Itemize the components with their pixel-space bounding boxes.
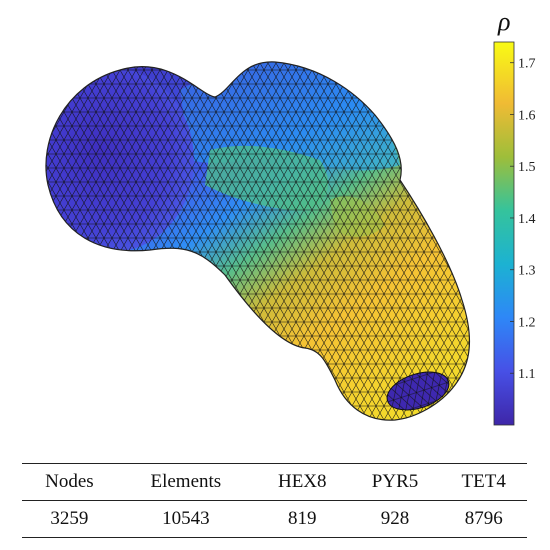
colorbar-tick-label: 1.3 xyxy=(518,264,536,279)
canal-opening-mesh xyxy=(387,372,449,410)
bone-outline xyxy=(45,61,471,421)
colorbar-tick-label: 1.1 xyxy=(518,367,536,382)
colorbar-tick-label: 1.7 xyxy=(518,57,536,72)
colorbar: ρ 1.1 1.2 1.3 1.4 1.5 1.6 1.7 xyxy=(493,7,536,426)
colorbar-tick-label: 1.2 xyxy=(518,315,536,330)
value-elements: 10543 xyxy=(162,508,210,529)
value-tet4: 8796 xyxy=(464,508,503,529)
value-nodes: 3259 xyxy=(50,508,89,529)
table-row: 3259 10543 819 928 8796 xyxy=(22,501,527,538)
header-tet4: TET4 xyxy=(461,471,506,492)
colorbar-tick-label: 1.5 xyxy=(518,160,536,175)
colorbar-ticks: 1.1 1.2 1.3 1.4 1.5 1.6 1.7 xyxy=(510,57,536,382)
figure-area: ρ 1.1 1.2 1.3 1.4 1.5 1.6 1.7 xyxy=(45,7,536,426)
mesh-stats-table: Nodes Elements HEX8 PYR5 TET4 3259 10543… xyxy=(22,463,527,538)
colorbar-title: ρ xyxy=(497,7,510,36)
bone-mesh-figure: ρ 1.1 1.2 1.3 1.4 1.5 1.6 1.7 xyxy=(45,7,536,426)
header-elements: Elements xyxy=(150,471,222,492)
colorbar-tick-label: 1.6 xyxy=(518,108,536,123)
colorbar-tick-label: 1.4 xyxy=(518,212,536,227)
colorbar-scale xyxy=(493,41,515,426)
header-hex8: HEX8 xyxy=(277,471,327,492)
value-hex8: 819 xyxy=(288,508,317,529)
value-pyr5: 928 xyxy=(380,508,410,529)
table-header-row: Nodes Elements HEX8 PYR5 TET4 xyxy=(22,463,527,501)
header-pyr5: PYR5 xyxy=(371,471,419,492)
bone-mesh xyxy=(45,61,470,421)
header-nodes: Nodes xyxy=(45,471,94,492)
